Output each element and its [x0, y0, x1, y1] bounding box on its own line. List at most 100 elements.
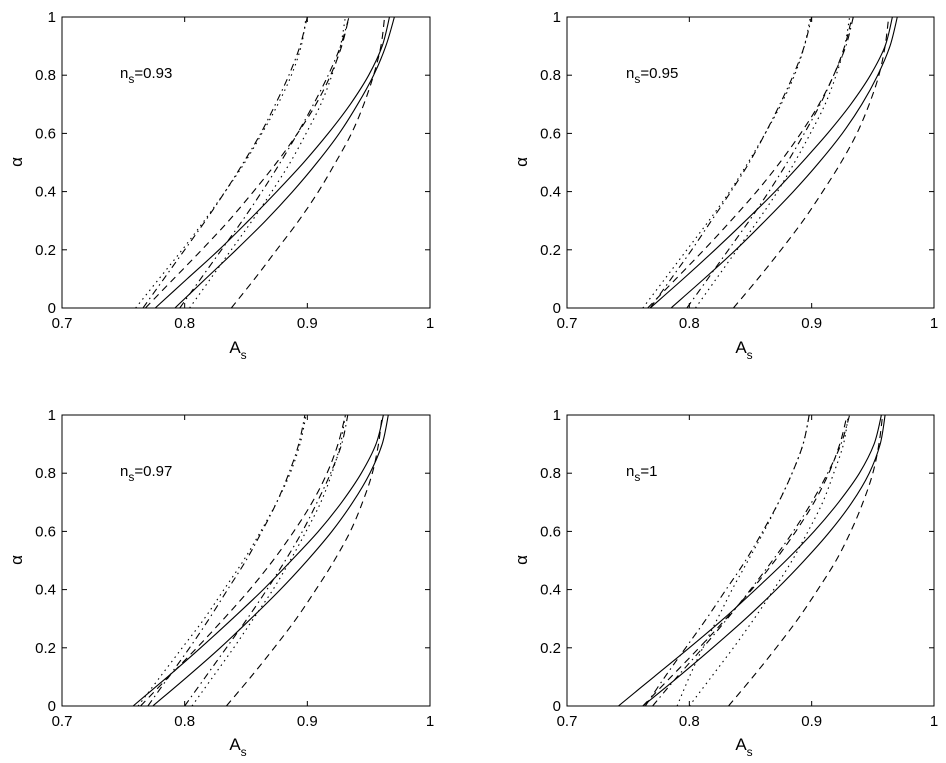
- x-tick-label: 0.7: [557, 315, 578, 332]
- x-tick-label: 0.9: [801, 713, 822, 730]
- x-axis-label: As: [229, 338, 246, 362]
- axes-frame: [61, 16, 431, 309]
- y-tick-labels: 0 0.2 0.4 0.6 0.8 1: [540, 407, 561, 715]
- y-tick-labels: 0 0.2 0.4 0.6 0.8 1: [35, 9, 56, 317]
- y-tick-label: 0: [48, 698, 56, 715]
- series-line-7-dashdot: [142, 17, 308, 308]
- y-tick-labels: 0 0.2 0.4 0.6 0.8 1: [35, 407, 56, 715]
- x-tick-label: 0.8: [174, 713, 195, 730]
- x-tick-label: 0.7: [52, 315, 73, 332]
- x-tick-label: 0.8: [174, 315, 195, 332]
- series-line-7-dashdot: [147, 415, 306, 706]
- y-tick-label: 0.6: [540, 523, 561, 540]
- x-tick-labels: 0.7 0.8 0.9 1: [52, 315, 435, 332]
- axes-frame: [566, 414, 935, 707]
- series-line-4-dashed: [647, 17, 853, 308]
- y-tick-label: 0.4: [35, 582, 56, 599]
- series-line-3-dashed: [225, 415, 383, 706]
- y-tick-label: 0.4: [35, 184, 56, 201]
- series-line-1-solid: [154, 17, 391, 308]
- y-tick-label: 0.6: [35, 523, 56, 540]
- y-tick-label: 0.8: [540, 465, 561, 482]
- x-tick-labels: 0.7 0.8 0.9 1: [557, 713, 939, 730]
- y-tick-label: 0: [553, 300, 561, 317]
- ticks: [61, 16, 431, 309]
- series-line-1-solid: [618, 415, 882, 706]
- subplot-4: 0.7 0.8 0.9 1 0 0.2 0.4 0.6 0.8 1 ns=1 As α: [512, 407, 938, 759]
- y-axis-label: α: [512, 555, 531, 565]
- y-tick-labels: 0 0.2 0.4 0.6 0.8 1: [540, 9, 561, 317]
- x-tick-label: 1: [426, 315, 434, 332]
- subplot-2: 0.7 0.8 0.9 1 0 0.2 0.4 0.6 0.8 1 ns=0.95 As α: [512, 9, 938, 362]
- y-tick-label: 0.8: [35, 465, 56, 482]
- series-line-7-dashdot: [644, 415, 810, 706]
- panel-annotation: ns=1: [626, 463, 657, 484]
- y-tick-label: 1: [48, 9, 56, 26]
- ticks: [566, 414, 935, 707]
- series-line-1-solid: [649, 17, 893, 308]
- axes-frame: [566, 16, 935, 309]
- panel-annotation: ns=0.93: [120, 65, 172, 86]
- series-line-7-dashdot: [649, 17, 813, 308]
- series-line-8-dashdot: [179, 17, 350, 308]
- series-line-5-dotted: [135, 17, 307, 308]
- y-tick-label: 0.6: [540, 125, 561, 142]
- series-group: [132, 415, 389, 706]
- series-line-4-dashed: [145, 17, 350, 308]
- x-tick-label: 0.9: [801, 315, 822, 332]
- series-line-6-dotted: [695, 17, 851, 308]
- x-tick-labels: 0.7 0.8 0.9 1: [557, 315, 939, 332]
- y-tick-label: 0.6: [35, 125, 56, 142]
- series-line-3-dashed: [230, 17, 386, 308]
- y-tick-label: 0.8: [35, 67, 56, 84]
- y-tick-label: 0.2: [35, 242, 56, 259]
- series-line-2-solid: [642, 415, 886, 706]
- series-line-1-solid: [132, 415, 384, 706]
- subplot-1: 0.7 0.8 0.9 1 0 0.2 0.4 0.6 0.8 1 ns=0.93 As α: [7, 9, 434, 362]
- y-tick-label: 1: [48, 407, 56, 424]
- panel-annotation: ns=0.95: [626, 65, 678, 86]
- x-tick-label: 1: [426, 713, 434, 730]
- x-tick-label: 0.8: [679, 315, 700, 332]
- y-axis-label: α: [7, 157, 26, 167]
- x-tick-label: 1: [930, 713, 938, 730]
- x-tick-label: 0.7: [557, 713, 578, 730]
- series-line-8-dashdot: [652, 415, 851, 706]
- x-axis-label: As: [229, 735, 246, 759]
- subplot-3: 0.7 0.8 0.9 1 0 0.2 0.4 0.6 0.8 1 ns=0.97 As α: [7, 407, 434, 759]
- series-line-6-dotted: [189, 17, 346, 308]
- x-tick-label: 1: [930, 315, 938, 332]
- y-tick-label: 0.4: [540, 184, 561, 201]
- series-group: [618, 415, 886, 706]
- panel-annotation: ns=0.97: [120, 463, 172, 484]
- series-line-5-dotted: [137, 415, 307, 706]
- series-group: [642, 17, 898, 308]
- series-line-3-dashed: [732, 17, 890, 308]
- y-tick-label: 1: [553, 407, 561, 424]
- y-tick-label: 0: [553, 698, 561, 715]
- y-axis-label: α: [512, 157, 531, 167]
- y-tick-label: 1: [553, 9, 561, 26]
- series-line-8-dashdot: [686, 17, 854, 308]
- y-tick-label: 0: [48, 300, 56, 317]
- axes-frame: [61, 414, 431, 707]
- series-line-4-dashed: [642, 415, 848, 706]
- y-tick-label: 0.8: [540, 67, 561, 84]
- series-line-8-dashdot: [184, 415, 349, 706]
- x-tick-label: 0.9: [297, 315, 318, 332]
- y-tick-label: 0.4: [540, 582, 561, 599]
- y-tick-label: 0.2: [35, 640, 56, 657]
- x-tick-label: 0.8: [679, 713, 700, 730]
- series-line-2-solid: [174, 17, 395, 308]
- series-group: [135, 17, 395, 308]
- y-tick-label: 0.2: [540, 242, 561, 259]
- series-line-6-dotted: [688, 415, 849, 706]
- series-line-2-solid: [670, 17, 898, 308]
- series-line-5-dotted: [676, 415, 810, 706]
- series-line-5-dotted: [642, 17, 811, 308]
- x-axis-label: As: [735, 735, 752, 759]
- y-axis-label: α: [7, 555, 26, 565]
- x-tick-label: 0.7: [52, 713, 73, 730]
- series-line-3-dashed: [728, 415, 884, 706]
